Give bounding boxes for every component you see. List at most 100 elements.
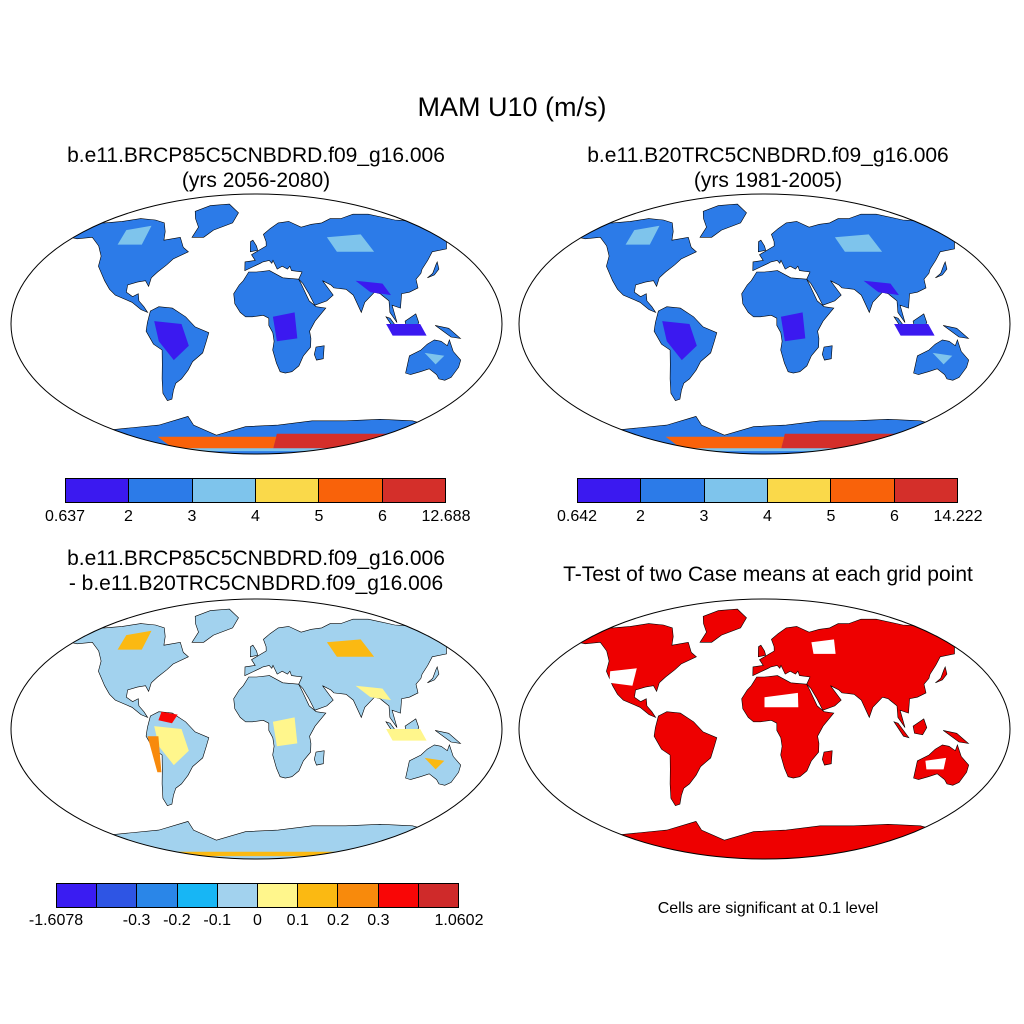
colorbar-tick-label: 12.688 xyxy=(421,508,471,525)
colorbar-tick-label: 0.2 xyxy=(326,912,350,929)
land-new-guinea xyxy=(435,730,462,744)
antarctic-wind-band xyxy=(157,436,277,449)
map-border xyxy=(10,598,503,860)
map-border xyxy=(518,193,1011,455)
land-japan xyxy=(427,260,440,279)
colorbar-swatch xyxy=(129,479,193,502)
colorbar-swatch xyxy=(418,884,459,907)
map-land-group xyxy=(61,203,462,454)
colorbar-tick-label: -0.2 xyxy=(163,912,191,929)
colorbar-tick-label: 2 xyxy=(636,508,645,525)
shade-patch xyxy=(662,321,697,361)
light-patch xyxy=(764,692,799,708)
colorbar-tick-label: 4 xyxy=(251,508,260,525)
colorbar-tick-label: 2 xyxy=(124,508,133,525)
colorbar-tick-label: 14.222 xyxy=(933,508,983,525)
figure-title: MAM U10 (m/s) xyxy=(417,92,607,122)
panel2-title-line1: b.e11.B20TRC5CNBDRD.f09_g16.006 xyxy=(587,144,949,167)
shade-patch xyxy=(272,717,298,747)
land-madagascar xyxy=(313,345,325,361)
light-patch xyxy=(424,352,445,365)
colorbar-tick-label: 4 xyxy=(763,508,772,525)
panel3-title-line2: - b.e11.B20TRC5CNBDRD.f09_g16.006 xyxy=(68,572,444,595)
land-north-america xyxy=(63,218,189,314)
light-patch xyxy=(326,234,375,252)
colorbar-tick-label: 6 xyxy=(890,508,899,525)
colorbar-swatch xyxy=(382,479,445,502)
map-border xyxy=(518,598,1011,860)
land-sumatra xyxy=(893,721,910,739)
land-greenland xyxy=(191,203,239,238)
antarctic-wind-band xyxy=(665,436,785,449)
colorbar-swatch xyxy=(217,884,259,907)
colorbar-tick-label: 3 xyxy=(187,508,197,525)
light-patch xyxy=(932,352,953,365)
land-eurasia xyxy=(244,213,460,323)
shade-patch xyxy=(272,312,298,342)
shade-patch xyxy=(894,324,935,336)
diff-hotspot xyxy=(158,711,178,724)
colorbar-tick-label: -1.6078 xyxy=(28,912,84,929)
antarctic-high-wind xyxy=(273,433,430,449)
panel4-title: T-Test of two Case means at each grid po… xyxy=(512,562,1024,587)
colorbar-panel2 xyxy=(577,478,958,503)
colorbar-swatch xyxy=(704,479,768,502)
panel1-title-line1: b.e11.BRCP85C5CNBDRD.f09_g16.006 xyxy=(67,144,445,167)
light-patch xyxy=(117,225,152,245)
light-patch xyxy=(625,225,660,245)
colorbar-tick-label: 1.0602 xyxy=(434,912,484,929)
colorbar-swatch xyxy=(66,479,130,502)
light-patch xyxy=(925,757,947,770)
colorbar-swatch xyxy=(641,479,705,502)
colorbar-swatch xyxy=(338,884,379,907)
shade-patch xyxy=(386,324,427,336)
colorbar-swatch xyxy=(177,884,218,907)
shade-patch xyxy=(838,649,891,672)
land-eurasia xyxy=(752,618,968,728)
colorbar-tick-label: -0.1 xyxy=(203,912,231,929)
shade-patch xyxy=(631,642,654,664)
land-greenland xyxy=(699,203,747,238)
land-madagascar xyxy=(313,750,325,766)
colorbar-tick-label: 0.642 xyxy=(556,508,598,525)
colorbar-swatch xyxy=(831,479,895,502)
land-japan xyxy=(427,665,440,684)
panel2-map xyxy=(518,193,1011,455)
land-eurasia xyxy=(752,213,968,323)
light-patch xyxy=(326,639,375,657)
panel3-title: b.e11.BRCP85C5CNBDRD.f09_g16.006 - b.e11… xyxy=(0,546,512,596)
colorbar-swatch xyxy=(767,479,832,502)
colorbar-swatch xyxy=(894,479,957,502)
colorbar-swatch xyxy=(298,884,339,907)
diff-andes xyxy=(147,736,162,773)
colorbar-swatch xyxy=(578,479,642,502)
shade-patch xyxy=(386,729,427,741)
light-patch xyxy=(609,668,637,686)
map-border xyxy=(10,193,503,455)
colorbar-swatch xyxy=(97,884,138,907)
land-uk xyxy=(249,239,259,253)
panel2-title: b.e11.B20TRC5CNBDRD.f09_g16.006 (yrs 198… xyxy=(512,143,1024,193)
shade-patch xyxy=(355,280,391,296)
panel2-title-line2: (yrs 1981-2005) xyxy=(693,169,843,192)
significance-note: Cells are significant at 0.1 level xyxy=(657,900,879,917)
colorbar-swatch xyxy=(192,479,256,502)
colorbar-swatch xyxy=(378,884,419,907)
shade-patch xyxy=(863,280,899,296)
shade-patch xyxy=(154,726,189,766)
colorbar-tick-label: 3 xyxy=(699,508,709,525)
land-japan xyxy=(935,665,948,684)
panel4-map xyxy=(518,598,1011,860)
land-borneo xyxy=(912,718,928,736)
colorbar-tick-label: 6 xyxy=(378,508,387,525)
shade-patch xyxy=(778,711,813,751)
colorbar-tick-label: 0.3 xyxy=(367,912,390,929)
antarctic-high-wind xyxy=(781,433,938,449)
colorbar-tick-label: -0.3 xyxy=(122,912,151,929)
colorbar-panel3 xyxy=(56,883,459,908)
land-japan xyxy=(935,260,948,279)
land-madagascar xyxy=(821,345,833,361)
shade-patch xyxy=(154,321,189,361)
land-new-guinea xyxy=(435,325,462,339)
land-new-guinea xyxy=(943,325,970,339)
